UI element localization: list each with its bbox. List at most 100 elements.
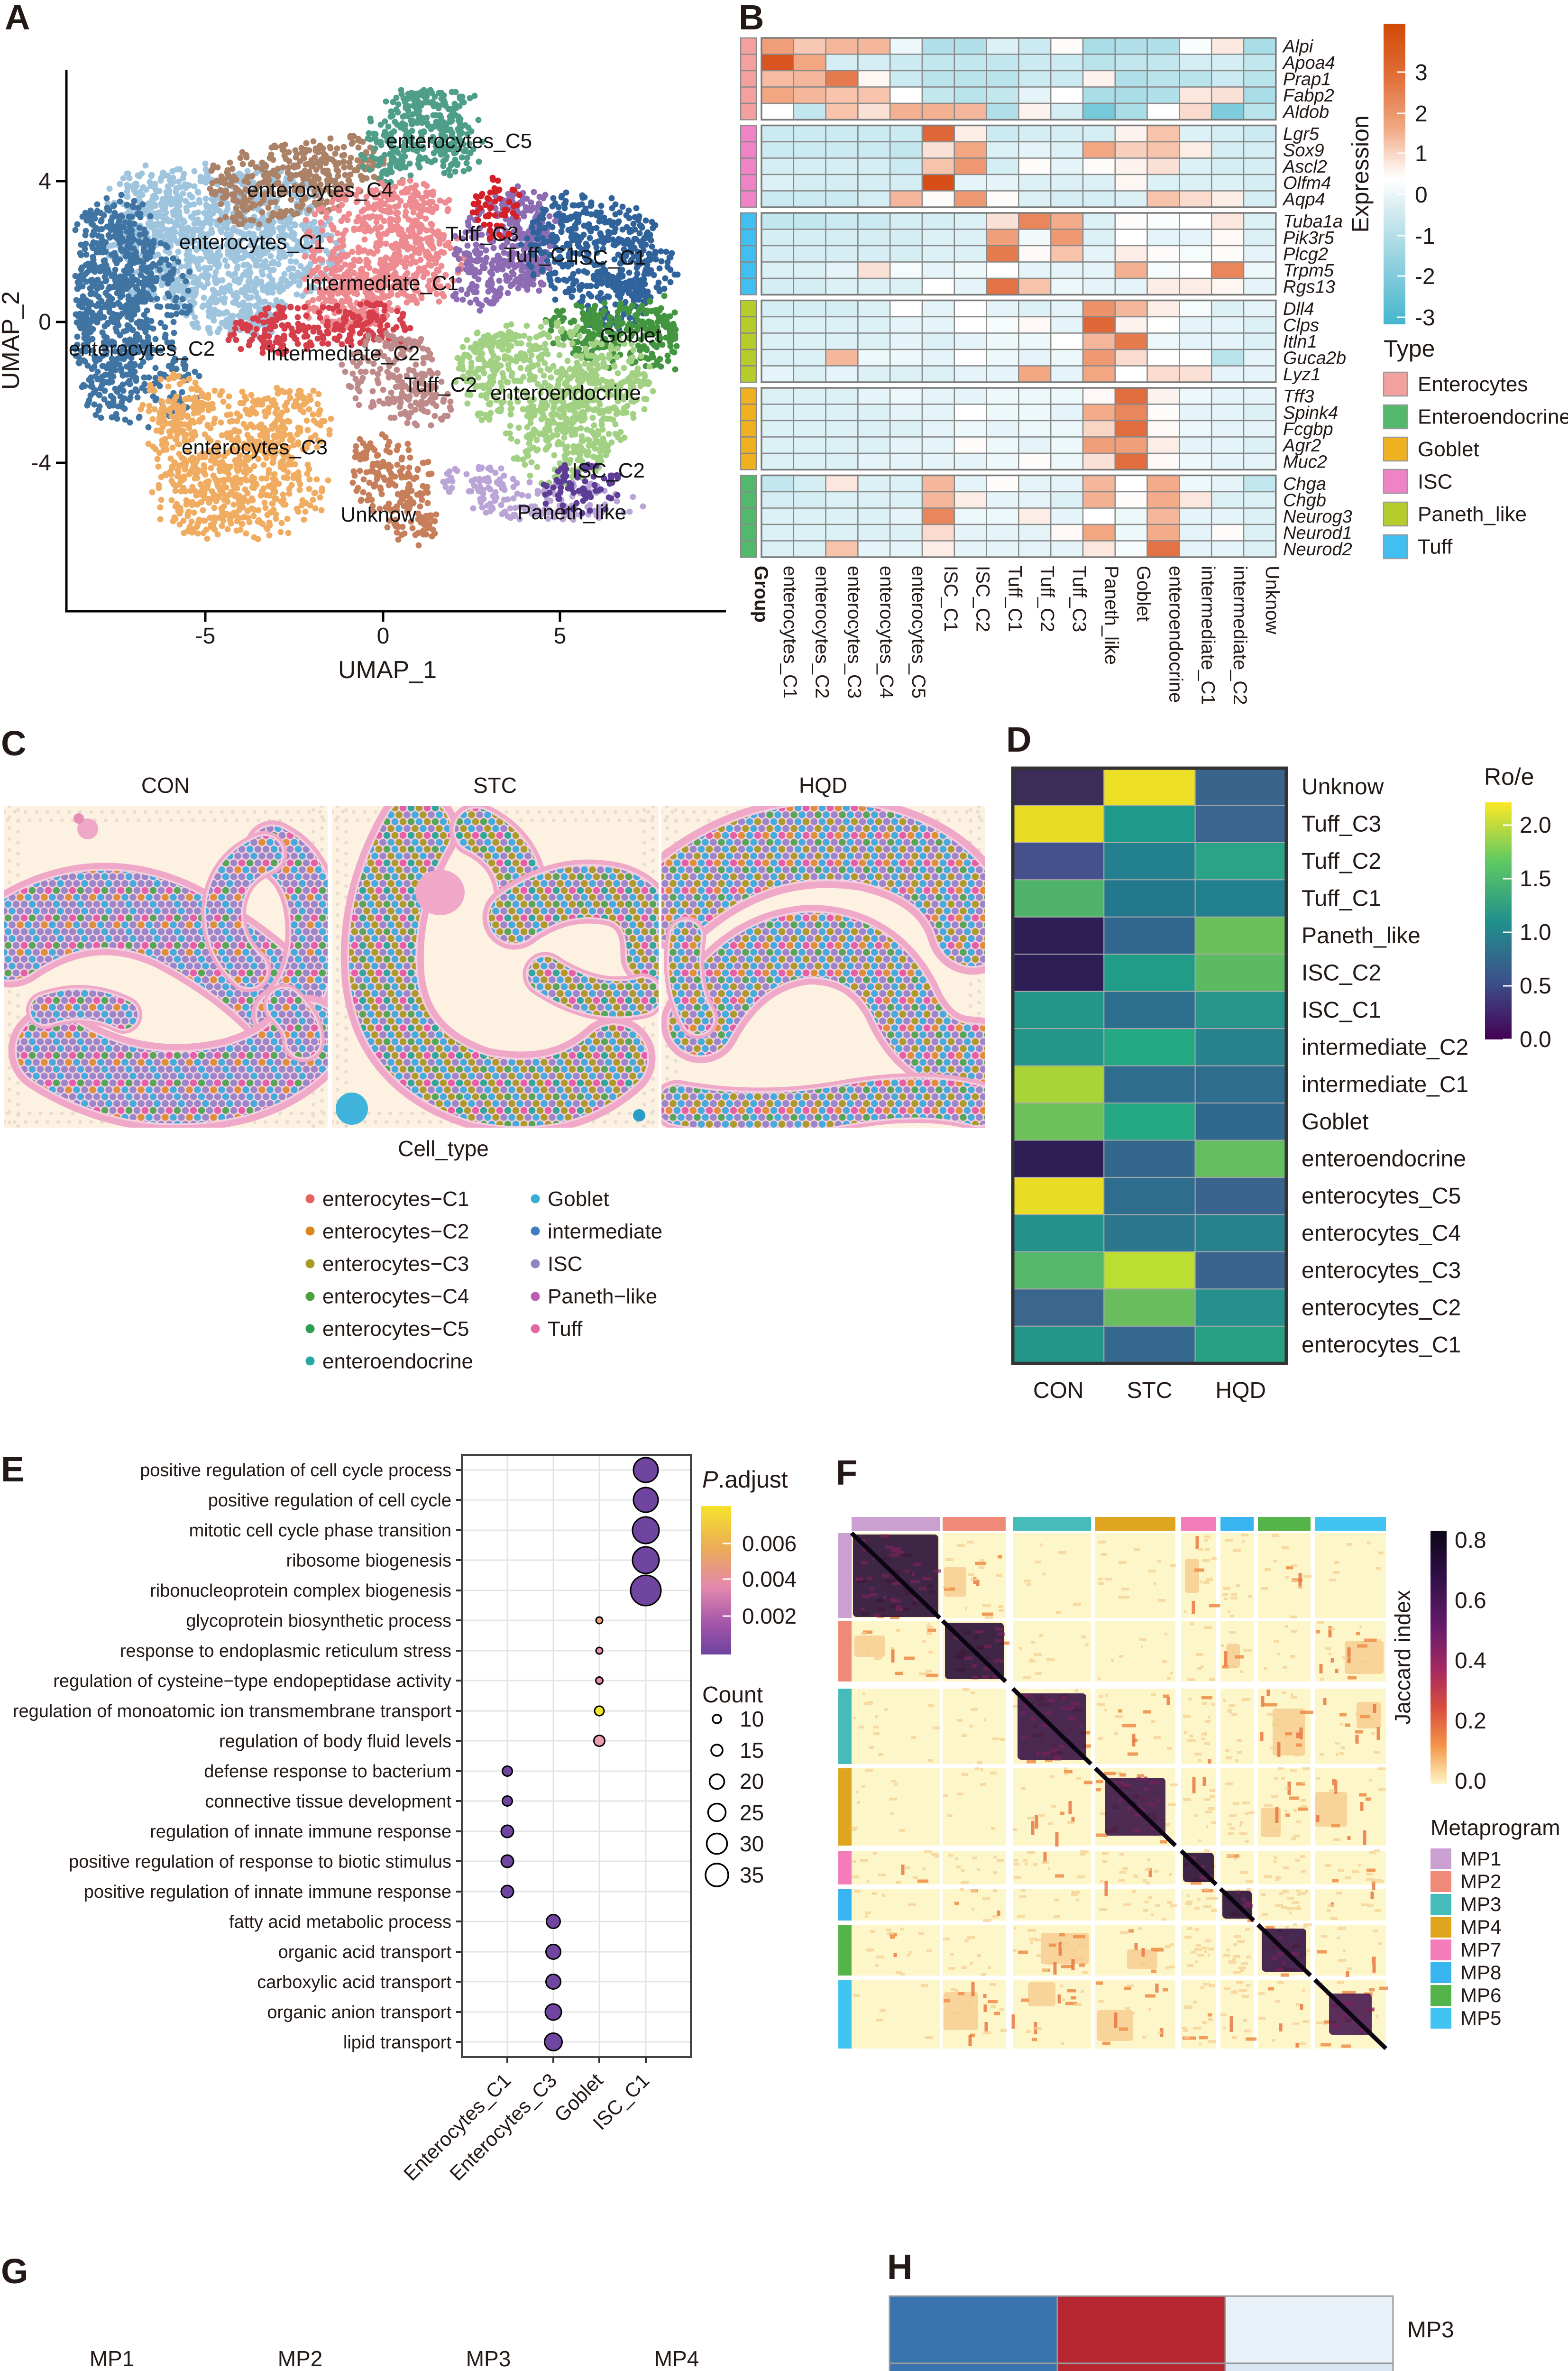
svg-text:Trpm5: Trpm5 (1283, 261, 1334, 281)
svg-text:MP3: MP3 (466, 2346, 511, 2371)
svg-text:enterocytes_C3: enterocytes_C3 (182, 436, 328, 459)
svg-text:Lyz1: Lyz1 (1283, 365, 1321, 385)
svg-text:MP1: MP1 (90, 2346, 135, 2371)
svg-text:Chga: Chga (1283, 474, 1326, 494)
svg-text:MP3: MP3 (1407, 2317, 1454, 2343)
svg-text:enterocytes_C3: enterocytes_C3 (844, 566, 865, 698)
svg-text:Paneth_like: Paneth_like (1302, 923, 1421, 948)
svg-text:-2: -2 (1415, 264, 1435, 289)
svg-text:MP8: MP8 (1460, 1961, 1501, 1984)
svg-text:Chgb: Chgb (1283, 490, 1326, 510)
svg-text:ISC_C1: ISC_C1 (940, 566, 961, 632)
svg-text:enterocytes_C4: enterocytes_C4 (876, 566, 897, 698)
svg-text:enterocytes_C1: enterocytes_C1 (1302, 1333, 1461, 1358)
svg-text:enterocytes_C2: enterocytes_C2 (69, 337, 215, 360)
svg-text:Aldob: Aldob (1282, 102, 1329, 122)
svg-text:Tuba1a: Tuba1a (1283, 211, 1343, 231)
svg-text:Tuff_C3: Tuff_C3 (446, 222, 519, 246)
svg-text:Ro/e: Ro/e (1484, 763, 1534, 790)
svg-text:Tuff: Tuff (1418, 535, 1453, 559)
svg-text:Cell_type: Cell_type (398, 1136, 489, 1161)
svg-text:Apoa4: Apoa4 (1282, 53, 1335, 73)
svg-text:Goblet: Goblet (548, 1187, 609, 1211)
svg-text:positive regulation of respons: positive regulation of response to bioti… (69, 1852, 451, 1872)
svg-text:Unknow: Unknow (341, 503, 416, 526)
svg-text:1.5: 1.5 (1520, 866, 1551, 891)
svg-text:Group: Group (751, 566, 771, 623)
svg-text:0.2: 0.2 (1455, 1709, 1486, 1734)
svg-text:UMAP_2: UMAP_2 (0, 291, 25, 390)
svg-text:enterocytes_C5: enterocytes_C5 (908, 566, 929, 698)
svg-text:Aqp4: Aqp4 (1282, 190, 1325, 210)
svg-text:ISC_C2: ISC_C2 (1302, 960, 1381, 985)
svg-text:Fcgbp: Fcgbp (1283, 419, 1333, 439)
svg-text:30: 30 (740, 1831, 764, 1856)
svg-text:Tuff_C2: Tuff_C2 (1302, 849, 1381, 874)
svg-text:ISC_C1: ISC_C1 (1302, 998, 1381, 1023)
svg-text:0.6: 0.6 (1455, 1588, 1486, 1613)
svg-text:-3: -3 (1415, 305, 1435, 331)
svg-text:HQD: HQD (799, 773, 847, 798)
svg-text:enterocytes_C2: enterocytes_C2 (1302, 1296, 1461, 1321)
svg-text:Unknow: Unknow (1262, 566, 1283, 634)
svg-text:Tuff_C1: Tuff_C1 (1005, 566, 1026, 632)
svg-text:20: 20 (740, 1769, 764, 1794)
svg-text:positive regulation of innate: positive regulation of innate immune res… (84, 1882, 451, 1902)
svg-text:Plcg2: Plcg2 (1283, 244, 1328, 264)
svg-text:25: 25 (740, 1800, 764, 1825)
svg-text:0: 0 (1415, 183, 1428, 208)
svg-text:1.0: 1.0 (1520, 920, 1551, 945)
svg-text:Fabp2: Fabp2 (1283, 86, 1334, 106)
svg-text:Count: Count (702, 1682, 763, 1708)
svg-text:enterocytes_C1: enterocytes_C1 (779, 566, 800, 698)
svg-text:Unknow: Unknow (1302, 774, 1384, 800)
svg-text:MP5: MP5 (1460, 2007, 1501, 2029)
svg-text:MP3: MP3 (1460, 1893, 1501, 1915)
svg-text:intermediate_C2: intermediate_C2 (267, 342, 420, 365)
svg-text:Paneth−like: Paneth−like (548, 1285, 657, 1308)
svg-text:MP7: MP7 (1460, 1939, 1501, 1961)
svg-text:positive regulation of cell cy: positive regulation of cell cycle proces… (140, 1461, 451, 1480)
svg-text:2.0: 2.0 (1520, 813, 1551, 838)
svg-text:Tuff_C3: Tuff_C3 (1302, 812, 1381, 837)
svg-text:UMAP_1: UMAP_1 (338, 656, 437, 684)
svg-text:15: 15 (740, 1738, 764, 1763)
svg-text:Guca2b: Guca2b (1283, 348, 1346, 368)
svg-text:Spink4: Spink4 (1283, 403, 1338, 423)
svg-text:Muc2: Muc2 (1283, 452, 1327, 472)
svg-text:Neurod1: Neurod1 (1283, 523, 1352, 543)
svg-text:Clps: Clps (1283, 315, 1319, 335)
svg-text:0.8: 0.8 (1455, 1528, 1486, 1553)
svg-text:intermediate_C2: intermediate_C2 (1229, 566, 1250, 705)
svg-text:MP6: MP6 (1460, 1984, 1501, 2006)
svg-text:F: F (836, 1453, 857, 1492)
svg-text:HQD: HQD (1215, 1378, 1266, 1403)
svg-text:H: H (887, 2247, 912, 2287)
svg-text:Lgr5: Lgr5 (1283, 124, 1320, 144)
svg-text:Goblet: Goblet (1302, 1109, 1368, 1134)
svg-text:Pik3r5: Pik3r5 (1283, 228, 1335, 248)
svg-text:enterocytes_C3: enterocytes_C3 (1302, 1258, 1461, 1283)
svg-text:A: A (5, 0, 30, 37)
svg-text:ribonucleoprotein complex biog: ribonucleoprotein complex biogenesis (150, 1581, 451, 1601)
svg-text:4: 4 (38, 169, 51, 194)
svg-text:Prap1: Prap1 (1283, 69, 1331, 89)
svg-text:0.4: 0.4 (1455, 1648, 1486, 1673)
svg-text:Tuff: Tuff (548, 1317, 583, 1341)
svg-text:response to endoplasmic reticu: response to endoplasmic reticulum stress (120, 1641, 451, 1661)
svg-text:regulation of innate immune re: regulation of innate immune response (150, 1822, 451, 1842)
svg-text:-5: -5 (195, 624, 216, 649)
svg-text:5: 5 (554, 624, 567, 649)
svg-text:MP1: MP1 (1460, 1847, 1501, 1870)
svg-text:ISC: ISC (1418, 470, 1452, 494)
svg-text:Paneth_like: Paneth_like (1101, 566, 1122, 665)
svg-text:0.0: 0.0 (1455, 1769, 1486, 1794)
svg-text:CON: CON (141, 773, 190, 798)
svg-text:enterocytes−C4: enterocytes−C4 (322, 1285, 469, 1308)
svg-text:Ascl2: Ascl2 (1282, 157, 1327, 177)
svg-text:ISC_C2: ISC_C2 (972, 566, 993, 632)
svg-text:Paneth_like: Paneth_like (517, 501, 626, 524)
svg-text:organic acid transport: organic acid transport (278, 1942, 452, 1962)
svg-text:-4: -4 (31, 450, 51, 476)
svg-text:MP4: MP4 (1460, 1916, 1501, 1938)
